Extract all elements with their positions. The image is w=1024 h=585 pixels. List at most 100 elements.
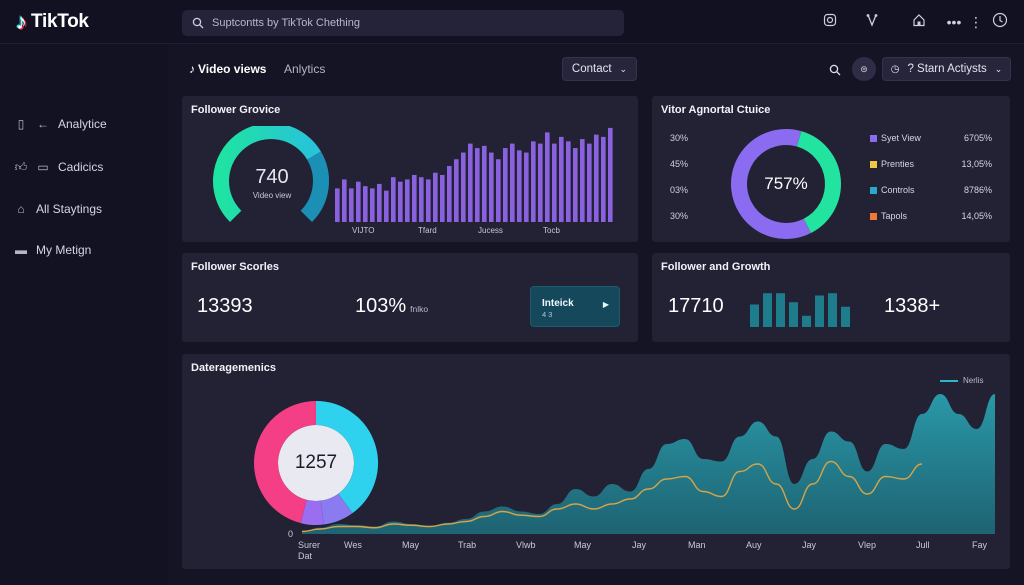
x-axis-label: Tfard <box>418 226 437 235</box>
legend-swatch <box>870 213 877 220</box>
bar <box>763 293 772 327</box>
more-horizontal-icon[interactable]: ••• <box>946 14 962 30</box>
search-bar[interactable]: Suptcontts by TikTok Chething <box>182 10 624 36</box>
sidebar-item-label: Analytice <box>58 117 107 131</box>
donut-slice <box>315 401 378 514</box>
follower-growth-card: Follower Grovice 740 Video view VIJTO Tfa… <box>182 96 638 242</box>
bar <box>475 148 480 222</box>
bar <box>789 302 798 327</box>
search-placeholder: Suptcontts by TikTok Chething <box>212 17 360 29</box>
legend-value: 6705% <box>963 133 992 143</box>
card-title: Follower Grovice <box>191 104 281 116</box>
percent-suffix: fnlko <box>410 304 429 314</box>
x-axis-labels: VIJTO Tfard Jucess Tocb <box>332 226 622 238</box>
sidebar-item-label: Cadicics <box>58 160 104 174</box>
follower-value: 17710 <box>668 295 724 317</box>
bar <box>384 190 389 222</box>
legend-label: Prenties <box>881 159 915 169</box>
score-percent: 103% fnlko <box>355 295 428 318</box>
x-axis-label: Vlwb <box>516 540 536 550</box>
tab-anlytics[interactable]: Anlytics <box>284 62 325 76</box>
y-axis-zero: 0 <box>288 529 294 539</box>
share-icon[interactable] <box>862 12 882 32</box>
account-dropdown[interactable]: ◷ ? Starn Actiysts ⌄ <box>882 57 1011 81</box>
search-icon[interactable] <box>829 63 841 81</box>
gauge-label: Video view <box>252 191 292 200</box>
bar <box>573 148 578 222</box>
bar <box>447 166 452 222</box>
bar <box>349 188 354 222</box>
more-vertical-icon[interactable]: ⋮ <box>969 14 983 30</box>
percent-label: 03% <box>670 185 689 195</box>
chart-legend: Nerlis <box>940 376 983 385</box>
gauge-value: 740 <box>255 166 289 188</box>
camera-icon[interactable] <box>820 12 840 32</box>
bar <box>482 145 487 222</box>
bar <box>412 174 417 222</box>
bar <box>750 304 759 327</box>
logo-text: TikTok <box>31 11 89 32</box>
engagement-card: Dateragemenics Nerlis 1257 0 Surer Dat We… <box>182 354 1010 569</box>
bar <box>461 152 466 222</box>
account-label: ? Starn Actiysts <box>907 63 987 75</box>
donut-slice <box>731 129 811 239</box>
bar <box>496 159 501 222</box>
tiktok-logo[interactable]: ♪ TikTok <box>16 9 89 35</box>
growth-value: 1338+ <box>884 295 941 317</box>
visitor-card: Vitor Agnortal Ctuice 30% 45% 03% 30% 757% … <box>652 96 1010 242</box>
bar <box>419 177 424 222</box>
legend-swatch <box>870 135 877 142</box>
home-icon[interactable] <box>909 12 929 32</box>
legend-swatch <box>870 187 877 194</box>
chevron-down-icon: ⌄ <box>994 63 1003 74</box>
donut-slice <box>300 499 324 525</box>
legend-item: Controls 8786% <box>870 185 992 197</box>
bar <box>776 293 785 327</box>
play-icon: ▶ <box>602 300 609 309</box>
inteick-button[interactable]: Inteick 4 3 ▶ <box>530 286 620 327</box>
user-avatar-icon[interactable]: ⊜ <box>852 57 876 81</box>
legend-value: 13,05% <box>961 159 992 169</box>
x-axis-label: Vlep <box>858 540 877 550</box>
legend-label: Tapols <box>881 211 908 221</box>
bar <box>510 143 515 222</box>
bar <box>531 141 536 222</box>
clock-icon[interactable] <box>990 12 1010 32</box>
bar <box>335 188 340 222</box>
bar <box>552 143 557 222</box>
follower-growth-bar-chart <box>335 127 613 222</box>
bar <box>608 127 613 222</box>
bar <box>377 183 382 222</box>
tab-video-views[interactable]: ♪ Video views <box>189 62 266 76</box>
bar <box>391 177 396 222</box>
chat-icon: ▭ <box>37 160 49 174</box>
bar <box>815 295 824 327</box>
sidebar-item-label: All Staytings <box>36 202 103 216</box>
donut-center <box>278 425 354 501</box>
x-axis-label: VIJTO <box>352 226 375 235</box>
sidebar-item-my-metign[interactable]: ▬ My Metign <box>14 240 91 260</box>
follower-and-growth-card: Follower and Growth 17710 1338+ <box>652 253 1010 342</box>
x-axis-label: Auy <box>746 540 762 550</box>
card-title: Follower and Growth <box>661 261 771 273</box>
sidebar-item-analytice[interactable]: ▯ ← Analytice <box>14 114 107 134</box>
sidebar-item-all-staytings[interactable]: ⌂ All Staytings <box>14 199 102 219</box>
x-axis-label: Fay <box>972 540 988 550</box>
line-series <box>301 460 923 533</box>
legend-value: 14,05% <box>961 211 992 221</box>
top-bar: ♪ TikTok Suptcontts by TikTok Chething •… <box>0 0 1024 44</box>
gauge-chart <box>213 126 329 223</box>
donut-slice <box>254 401 317 524</box>
bar <box>342 179 347 222</box>
bar <box>370 188 375 222</box>
tab-label: Video views <box>198 62 267 76</box>
contact-label: Contact <box>571 63 612 75</box>
x-axis-labels: Surer Dat Wes May Trab Vlwb May Jay Man Auy Jay Vl… <box>292 540 1002 564</box>
contact-dropdown[interactable]: Contact ⌄ <box>562 57 637 81</box>
x-axis-label: May <box>574 540 592 550</box>
sidebar-item-cadicics[interactable]: 👍︎ ▭ Cadicics <box>14 157 104 177</box>
legend-swatch <box>870 161 877 168</box>
bar <box>594 134 599 222</box>
bar <box>426 179 431 222</box>
tiktok-note-icon: ♪ <box>16 9 27 34</box>
